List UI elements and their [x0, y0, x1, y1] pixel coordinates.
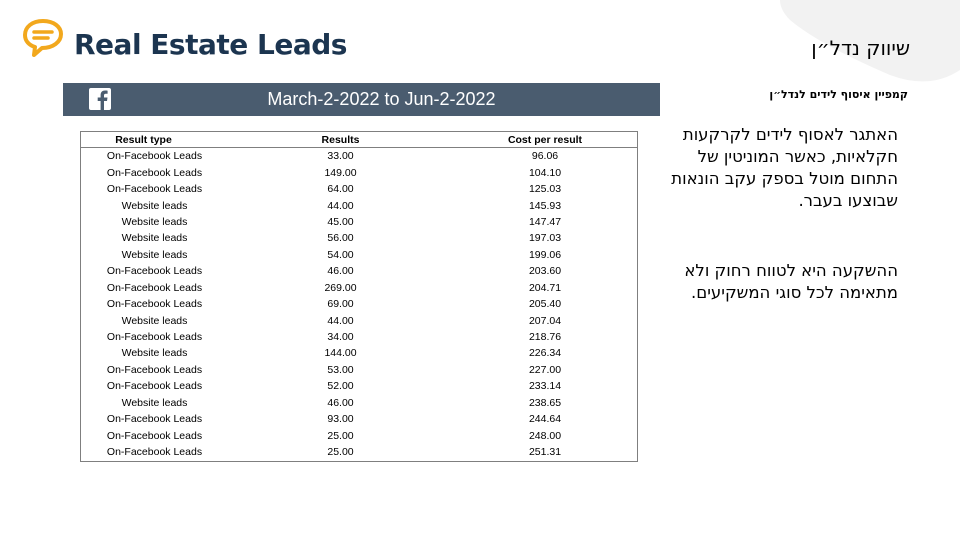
results-cell: 25.00	[327, 446, 354, 459]
table-row: On-Facebook Leads 33.00 96.06	[81, 148, 637, 165]
table-row: On-Facebook Leads 93.00 244.64	[81, 411, 637, 427]
table-row: Website leads 54.00 199.06	[81, 247, 637, 263]
cost-per-result-cell: 226.34	[528, 347, 562, 360]
table-header-row: Result type Results Cost per result	[81, 132, 637, 148]
cost-per-result-cell: 125.03	[528, 183, 562, 196]
result-type-cell: On-Facebook Leads	[106, 183, 203, 196]
table-row: Website leads 56.00 197.03	[81, 230, 637, 246]
speech-bubble-logo-icon	[23, 19, 63, 57]
cost-per-result-cell: 147.47	[528, 215, 562, 228]
result-type-cell: Website leads	[121, 347, 188, 360]
campaign-label: קמפיין איסוף לידים לנדל״ן	[769, 88, 908, 101]
page-title: Real Estate Leads	[74, 28, 347, 61]
challenge-paragraph: האתגר לאסוף לידים לקרקעות חקלאיות, כאשר …	[671, 125, 898, 210]
cost-per-result-cell: 197.03	[528, 232, 562, 245]
results-cell: 52.00	[327, 380, 354, 393]
results-cell: 144.00	[324, 347, 357, 360]
results-cell: 93.00	[327, 413, 354, 426]
hebrew-page-title: שיווק נדל״ן	[811, 36, 910, 60]
result-type-cell: On-Facebook Leads	[106, 166, 203, 179]
column-header-results: Results	[228, 132, 453, 148]
results-cell: 33.00	[327, 150, 354, 163]
results-cell: 149.00	[324, 166, 357, 179]
result-type-cell: On-Facebook Leads	[106, 413, 203, 426]
cost-per-result-cell: 244.64	[528, 413, 562, 426]
table-row: On-Facebook Leads 53.00 227.00	[81, 362, 637, 378]
result-type-cell: Website leads	[121, 396, 188, 409]
cost-per-result-cell: 199.06	[528, 248, 562, 261]
results-cell: 64.00	[327, 183, 354, 196]
cost-per-result-cell: 207.04	[528, 314, 562, 327]
result-type-cell: On-Facebook Leads	[106, 265, 203, 278]
result-type-cell: On-Facebook Leads	[106, 150, 203, 163]
results-cell: 44.00	[327, 199, 354, 212]
result-type-cell: On-Facebook Leads	[106, 331, 203, 344]
cost-per-result-cell: 227.00	[528, 363, 562, 376]
table-row: On-Facebook Leads 52.00 233.14	[81, 378, 637, 394]
cost-per-result-cell: 204.71	[528, 281, 562, 294]
result-type-cell: On-Facebook Leads	[106, 380, 203, 393]
decorative-corner-shape	[780, 0, 960, 82]
results-cell: 44.00	[327, 314, 354, 327]
date-range-label: March-2-2022 to Jun-2-2022	[267, 89, 496, 109]
results-cell: 34.00	[327, 331, 354, 344]
result-type-cell: On-Facebook Leads	[106, 429, 203, 442]
table-row: On-Facebook Leads 149.00 104.10	[81, 164, 637, 180]
table-row: On-Facebook Leads 64.00 125.03	[81, 181, 637, 197]
column-header-cost-per-result: Cost per result	[453, 132, 637, 148]
cost-per-result-cell: 251.31	[528, 446, 562, 459]
results-cell: 269.00	[324, 281, 357, 294]
results-cell: 46.00	[327, 265, 354, 278]
cost-per-result-cell: 218.76	[528, 331, 562, 344]
table-row: On-Facebook Leads 69.00 205.40	[81, 296, 637, 312]
cost-per-result-cell: 248.00	[528, 429, 562, 442]
cost-per-result-cell: 205.40	[528, 298, 562, 311]
column-header-result-type: Result type	[81, 132, 228, 148]
result-type-cell: On-Facebook Leads	[106, 363, 203, 376]
leads-results-table: Result type Results Cost per result On-F…	[80, 131, 638, 462]
cost-per-result-cell: 145.93	[528, 199, 562, 212]
table-row: On-Facebook Leads 25.00 248.00	[81, 427, 637, 443]
results-cell: 54.00	[327, 248, 354, 261]
result-type-cell: On-Facebook Leads	[106, 446, 203, 459]
report-header-bar: March-2-2022 to Jun-2-2022	[63, 83, 660, 116]
results-cell: 45.00	[327, 215, 354, 228]
cost-per-result-cell: 96.06	[531, 150, 559, 163]
investment-paragraph: ההשקעה היא לטווח רחוק ולא מתאימה לכל סוג…	[684, 261, 898, 302]
table-row: On-Facebook Leads 269.00 204.71	[81, 280, 637, 296]
result-type-cell: Website leads	[121, 215, 188, 228]
result-type-cell: Website leads	[121, 248, 188, 261]
table-row: Website leads 144.00 226.34	[81, 345, 637, 361]
results-cell: 69.00	[327, 298, 354, 311]
result-type-cell: On-Facebook Leads	[106, 281, 203, 294]
result-type-cell: On-Facebook Leads	[106, 298, 203, 311]
table-row: On-Facebook Leads 34.00 218.76	[81, 329, 637, 345]
result-type-cell: Website leads	[121, 199, 188, 212]
cost-per-result-cell: 104.10	[528, 166, 562, 179]
table-row: Website leads 44.00 145.93	[81, 197, 637, 213]
result-type-cell: Website leads	[121, 314, 188, 327]
results-cell: 25.00	[327, 429, 354, 442]
cost-per-result-cell: 238.65	[528, 396, 562, 409]
cost-per-result-cell: 203.60	[528, 265, 562, 278]
table-row: On-Facebook Leads 46.00 203.60	[81, 263, 637, 279]
table-row: On-Facebook Leads 25.00 251.31	[81, 444, 637, 460]
results-cell: 53.00	[327, 363, 354, 376]
table-row: Website leads 46.00 238.65	[81, 395, 637, 411]
cost-per-result-cell: 233.14	[528, 380, 562, 393]
table-row: Website leads 44.00 207.04	[81, 312, 637, 328]
table-row: Website leads 45.00 147.47	[81, 214, 637, 230]
facebook-icon	[89, 88, 111, 110]
results-cell: 46.00	[327, 396, 354, 409]
results-cell: 56.00	[327, 232, 354, 245]
result-type-cell: Website leads	[121, 232, 188, 245]
